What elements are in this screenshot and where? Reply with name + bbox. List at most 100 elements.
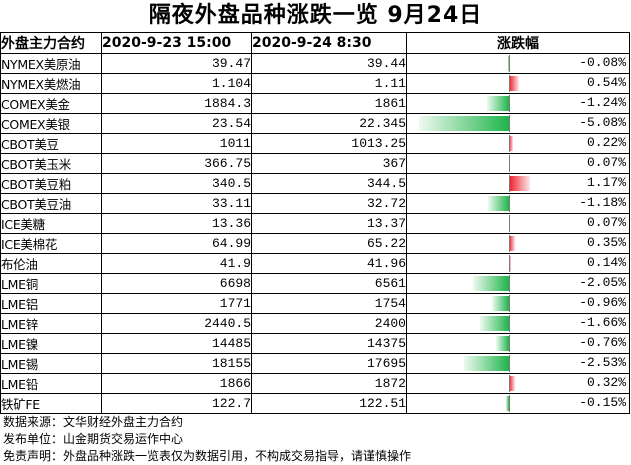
zero-axis: [509, 235, 510, 252]
change-percent: 0.07%: [586, 155, 626, 170]
footer-publisher: 发布单位：山金期货交易运作中心: [3, 432, 184, 446]
current-price: 1861: [251, 93, 407, 114]
zero-axis: [509, 355, 510, 372]
futures-table: 外盘主力合约 2020-9-23 15:00 2020-9-24 8:30 涨跌…: [0, 32, 630, 414]
contract-name: LME锡: [0, 353, 102, 374]
change-bar: [506, 396, 509, 411]
contract-name: CBOT美豆粕: [0, 173, 102, 194]
table-row: COMEX美金 1884.3 1861 -1.24%: [0, 93, 630, 114]
change-percent: -0.08%: [579, 55, 626, 70]
change-cell: -0.15%: [406, 393, 630, 414]
header-now-time: 2020-9-24 8:30: [251, 32, 407, 54]
change-bar: [479, 316, 509, 331]
zero-axis: [509, 75, 510, 92]
zero-axis: [509, 275, 510, 292]
prev-price: 340.5: [101, 173, 252, 194]
contract-name: NYMEX美原油: [0, 53, 102, 74]
contract-name: LME镍: [0, 333, 102, 354]
change-bar: [419, 116, 509, 131]
change-percent: -2.53%: [579, 355, 626, 370]
change-cell: -2.05%: [406, 273, 630, 294]
change-bar: [472, 276, 509, 291]
change-bar: [509, 376, 515, 391]
change-cell: -0.76%: [406, 333, 630, 354]
prev-price: 6698: [101, 273, 252, 294]
current-price: 1754: [251, 293, 407, 314]
table-row: LME镍 14485 14375 -0.76%: [0, 333, 630, 354]
zero-axis: [509, 395, 510, 412]
change-percent: -0.15%: [579, 395, 626, 410]
table-row: ICE美糖 13.36 13.37 0.07%: [0, 213, 630, 234]
table-row: CBOT美豆 1011 1013.25 0.22%: [0, 133, 630, 154]
change-percent: -5.08%: [579, 115, 626, 130]
change-cell: -5.08%: [406, 113, 630, 134]
current-price: 344.5: [251, 173, 407, 194]
contract-name: CBOT美豆油: [0, 193, 102, 214]
change-percent: -0.76%: [579, 335, 626, 350]
header-contract: 外盘主力合约: [0, 32, 102, 54]
current-price: 32.72: [251, 193, 407, 214]
table-row: NYMEX美燃油 1.104 1.11 0.54%: [0, 73, 630, 94]
table-row: CBOT美豆油 33.11 32.72 -1.18%: [0, 193, 630, 214]
table-row: LME铅 1866 1872 0.32%: [0, 373, 630, 394]
contract-name: CBOT美玉米: [0, 153, 102, 174]
table-body: NYMEX美原油 39.47 39.44 -0.08% NYMEX美燃油 1.104 1.1…: [0, 53, 630, 414]
prev-price: 14485: [101, 333, 252, 354]
contract-name: ICE美糖: [0, 213, 102, 234]
change-bar: [509, 136, 513, 151]
current-price: 39.44: [251, 53, 407, 74]
zero-axis: [509, 135, 510, 152]
contract-name: LME锌: [0, 313, 102, 334]
prev-price: 23.54: [101, 113, 252, 134]
table-row: CBOT美豆粕 340.5 344.5 1.17%: [0, 173, 630, 194]
change-percent: 0.35%: [586, 235, 626, 250]
current-price: 367: [251, 153, 407, 174]
zero-axis: [509, 95, 510, 112]
change-cell: -1.66%: [406, 313, 630, 334]
change-bar: [488, 196, 509, 211]
change-bar: [509, 76, 519, 91]
prev-price: 1866: [101, 373, 252, 394]
change-bar: [509, 236, 516, 251]
current-price: 2400: [251, 313, 407, 334]
contract-name: LME铜: [0, 273, 102, 294]
change-bar: [509, 256, 512, 271]
contract-name: COMEX美金: [0, 93, 102, 114]
change-bar: [464, 356, 509, 371]
current-price: 1.11: [251, 73, 407, 94]
prev-price: 1771: [101, 293, 252, 314]
change-bar: [509, 176, 530, 191]
zero-axis: [509, 215, 510, 232]
current-price: 122.51: [251, 393, 407, 414]
header-row: 外盘主力合约 2020-9-23 15:00 2020-9-24 8:30 涨跌…: [0, 32, 630, 54]
change-cell: 1.17%: [406, 173, 630, 194]
change-cell: 0.32%: [406, 373, 630, 394]
prev-price: 13.36: [101, 213, 252, 234]
prev-price: 1.104: [101, 73, 252, 94]
change-cell: 0.07%: [406, 153, 630, 174]
contract-name: CBOT美豆: [0, 133, 102, 154]
change-cell: 0.14%: [406, 253, 630, 274]
change-percent: 0.32%: [586, 375, 626, 390]
change-bar: [495, 336, 509, 351]
change-percent: 0.22%: [586, 135, 626, 150]
header-prev-time: 2020-9-23 15:00: [101, 32, 252, 54]
change-percent: 1.17%: [586, 175, 626, 190]
change-percent: 0.07%: [586, 215, 626, 230]
zero-axis: [509, 195, 510, 212]
contract-name: COMEX美银: [0, 113, 102, 134]
prev-price: 1011: [101, 133, 252, 154]
table-row: LME锡 18155 17695 -2.53%: [0, 353, 630, 374]
change-percent: -1.18%: [579, 195, 626, 210]
current-price: 14375: [251, 333, 407, 354]
table-row: COMEX美银 23.54 22.345 -5.08%: [0, 113, 630, 134]
zero-axis: [509, 375, 510, 392]
contract-name: ICE美棉花: [0, 233, 102, 254]
contract-name: 铁矿FE: [0, 393, 102, 414]
change-percent: -2.05%: [579, 275, 626, 290]
current-price: 13.37: [251, 213, 407, 234]
current-price: 22.345: [251, 113, 407, 134]
zero-axis: [509, 55, 510, 72]
change-cell: -1.24%: [406, 93, 630, 114]
